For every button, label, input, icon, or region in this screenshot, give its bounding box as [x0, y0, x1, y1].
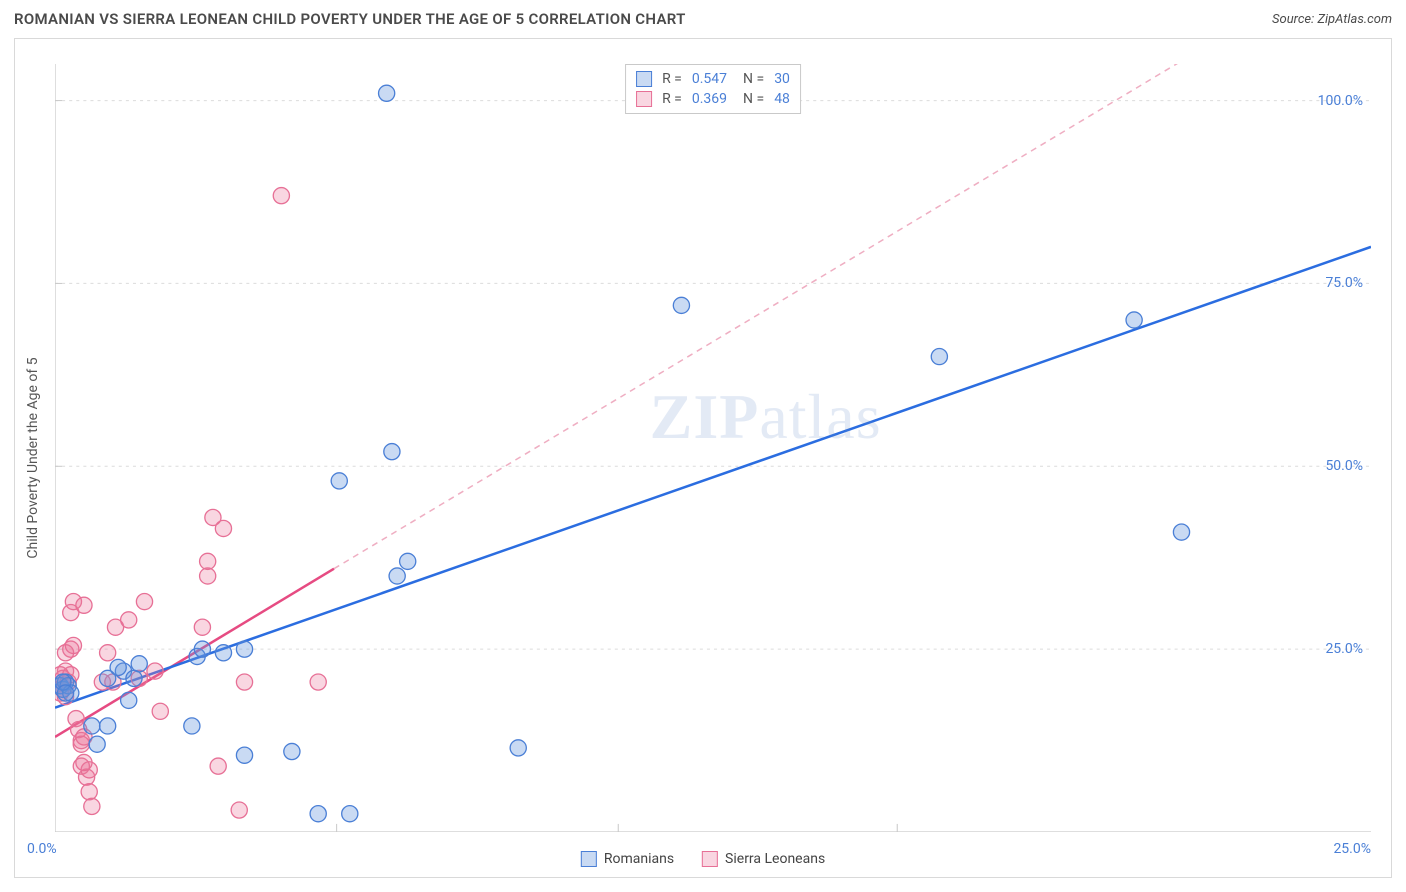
y-tick-label: 50.0%	[1325, 458, 1363, 474]
swatch-sierra-leoneans-icon	[702, 851, 718, 867]
y-tick-label: 100.0%	[1318, 93, 1363, 109]
series-legend: Romanians Sierra Leoneans	[581, 851, 825, 867]
x-tick-label: 25.0%	[1333, 841, 1371, 857]
y-axis-label: Child Poverty Under the Age of 5	[25, 357, 41, 558]
r-value-romanians: 0.547	[692, 71, 727, 87]
source-prefix: Source:	[1272, 12, 1317, 27]
y-tick-label: 75.0%	[1325, 275, 1363, 291]
swatch-romanians-icon	[581, 851, 597, 867]
legend-row-sierra-leoneans: R = 0.369 N = 48	[636, 89, 790, 109]
r-value-sierra-leoneans: 0.369	[692, 91, 727, 107]
correlation-legend: R = 0.547 N = 30 R = 0.369 N = 48	[625, 64, 801, 114]
legend-item-romanians: Romanians	[581, 851, 674, 867]
source-attribution: Source: ZipAtlas.com	[1272, 12, 1392, 27]
n-value-sierra-leoneans: 48	[774, 91, 790, 107]
n-label: N =	[743, 71, 764, 87]
legend-row-romanians: R = 0.547 N = 30	[636, 69, 790, 89]
plot-area: ZIPatlas R = 0.547 N = 30 R = 0.369 N = …	[55, 64, 1371, 832]
n-label: N =	[743, 91, 764, 107]
chart-container: Child Poverty Under the Age of 5 ZIPatla…	[14, 38, 1392, 878]
legend-label-sierra-leoneans: Sierra Leoneans	[725, 851, 825, 867]
swatch-romanians	[636, 71, 652, 87]
swatch-sierra-leoneans	[636, 91, 652, 107]
r-label: R =	[662, 71, 682, 87]
chart-title: ROMANIAN VS SIERRA LEONEAN CHILD POVERTY…	[14, 10, 686, 28]
source-name: ZipAtlas.com	[1317, 12, 1392, 27]
y-tick-label: 25.0%	[1325, 641, 1363, 657]
r-label: R =	[662, 91, 682, 107]
legend-label-romanians: Romanians	[604, 851, 674, 867]
x-tick-label: 0.0%	[27, 841, 57, 857]
n-value-romanians: 30	[774, 71, 790, 87]
scatter-plot-svg	[55, 64, 1371, 832]
legend-item-sierra-leoneans: Sierra Leoneans	[702, 851, 825, 867]
